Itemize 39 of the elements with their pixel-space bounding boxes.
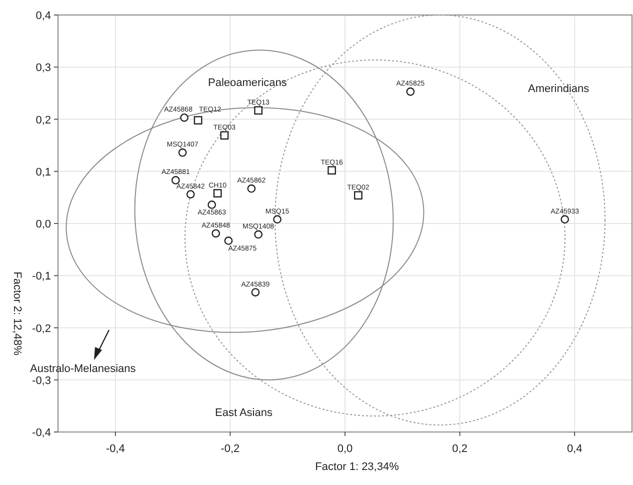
point (186, 190, 195, 199)
point (254, 230, 263, 239)
point (254, 106, 263, 115)
point (220, 131, 229, 140)
point (560, 215, 570, 224)
x-axis-title: Factor 1: 23,34% (315, 461, 400, 473)
y-tick-label: 0,2 (36, 114, 51, 126)
y-tick-label: -0,1 (32, 270, 51, 283)
x-tick-label: -0,4 (106, 443, 125, 455)
point (328, 166, 336, 175)
x-tick-label: 0,2 (452, 443, 468, 455)
point (212, 229, 220, 238)
point (208, 200, 216, 209)
annotation: Australo-Melanesians (30, 363, 136, 375)
annotation: Amerindians (528, 83, 590, 95)
y-tick-label: 0,3 (36, 62, 51, 74)
x-tick-label: 0,4 (566, 443, 582, 455)
x-tick-label: 0,0 (337, 443, 353, 455)
annotation: East Asians (215, 407, 273, 419)
point (171, 176, 180, 184)
point (224, 236, 233, 245)
y-axis-title: Factor 2: 12,48% (11, 272, 23, 356)
point (194, 116, 202, 124)
point (406, 87, 415, 96)
annotation: Paleoamericans (208, 77, 288, 89)
point (354, 191, 362, 200)
y-tick-label: 0,0 (36, 218, 51, 230)
y-tick-label: -0,2 (32, 322, 51, 335)
y-tick-label: -0,3 (32, 374, 51, 387)
y-tick-label: 0,1 (36, 166, 51, 178)
x-tick-label: -0,2 (220, 443, 240, 455)
point (273, 215, 282, 224)
point (213, 189, 222, 198)
y-tick-label: 0,4 (36, 10, 51, 22)
y-tick-label: -0,4 (32, 427, 51, 439)
point (180, 113, 188, 122)
point (251, 288, 260, 297)
point (178, 148, 187, 157)
point (247, 184, 256, 193)
